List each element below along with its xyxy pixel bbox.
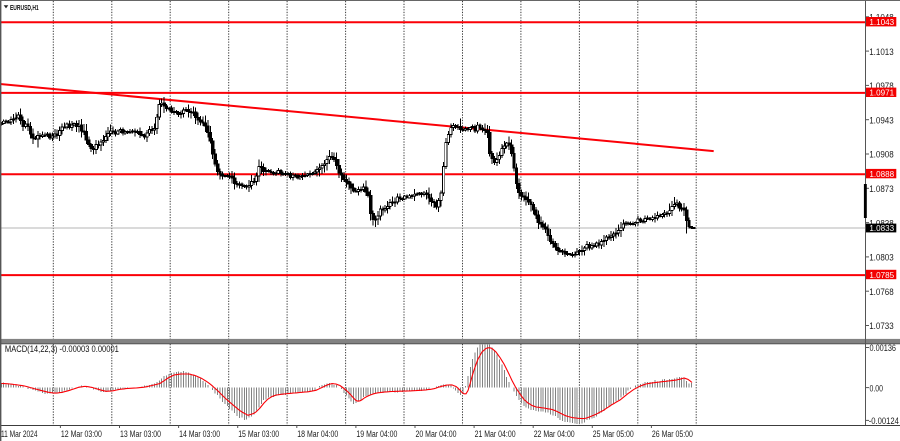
- svg-text:1.0873: 1.0873: [869, 184, 894, 194]
- svg-text:14 Mar 03:00: 14 Mar 03:00: [179, 429, 220, 439]
- svg-text:25 Mar 05:00: 25 Mar 05:00: [593, 429, 634, 439]
- svg-text:1.0943: 1.0943: [869, 115, 894, 125]
- svg-text:22 Mar 04:00: 22 Mar 04:00: [534, 429, 575, 439]
- svg-text:1.1043: 1.1043: [869, 17, 894, 27]
- svg-text:26 Mar 05:00: 26 Mar 05:00: [652, 429, 693, 439]
- svg-text:1.1013: 1.1013: [869, 47, 894, 57]
- svg-text:21 Mar 04:00: 21 Mar 04:00: [475, 429, 516, 439]
- svg-text:11 Mar 2024: 11 Mar 2024: [1, 429, 38, 439]
- svg-text:1.0888: 1.0888: [869, 169, 894, 179]
- svg-text:1.0971: 1.0971: [869, 88, 894, 98]
- svg-text:18 Mar 04:00: 18 Mar 04:00: [297, 429, 338, 439]
- svg-text:1.0785: 1.0785: [869, 270, 894, 280]
- svg-text:EURUSD,H1: EURUSD,H1: [10, 3, 39, 12]
- svg-text:0.00136: 0.00136: [870, 343, 897, 353]
- svg-text:1.0908: 1.0908: [869, 150, 894, 160]
- svg-text:20 Mar 04:00: 20 Mar 04:00: [416, 429, 457, 439]
- svg-text:1.0833: 1.0833: [869, 223, 894, 233]
- svg-text:12 Mar 03:00: 12 Mar 03:00: [61, 429, 102, 439]
- svg-text:1.0803: 1.0803: [869, 253, 894, 263]
- svg-text:0.00: 0.00: [870, 383, 884, 393]
- svg-text:19 Mar 04:00: 19 Mar 04:00: [356, 429, 397, 439]
- svg-text:1.0838: 1.0838: [869, 218, 894, 228]
- svg-text:1.0768: 1.0768: [869, 287, 894, 297]
- svg-text:1.0733: 1.0733: [869, 321, 894, 331]
- svg-text:MACD(14,22,3) -0.00003 0.00001: MACD(14,22,3) -0.00003 0.00001: [5, 344, 119, 354]
- svg-text:13 Mar 03:00: 13 Mar 03:00: [120, 429, 161, 439]
- svg-text:1.0978: 1.0978: [869, 81, 894, 91]
- svg-text:15 Mar 03:00: 15 Mar 03:00: [238, 429, 279, 439]
- svg-text:-0.00124: -0.00124: [869, 416, 899, 426]
